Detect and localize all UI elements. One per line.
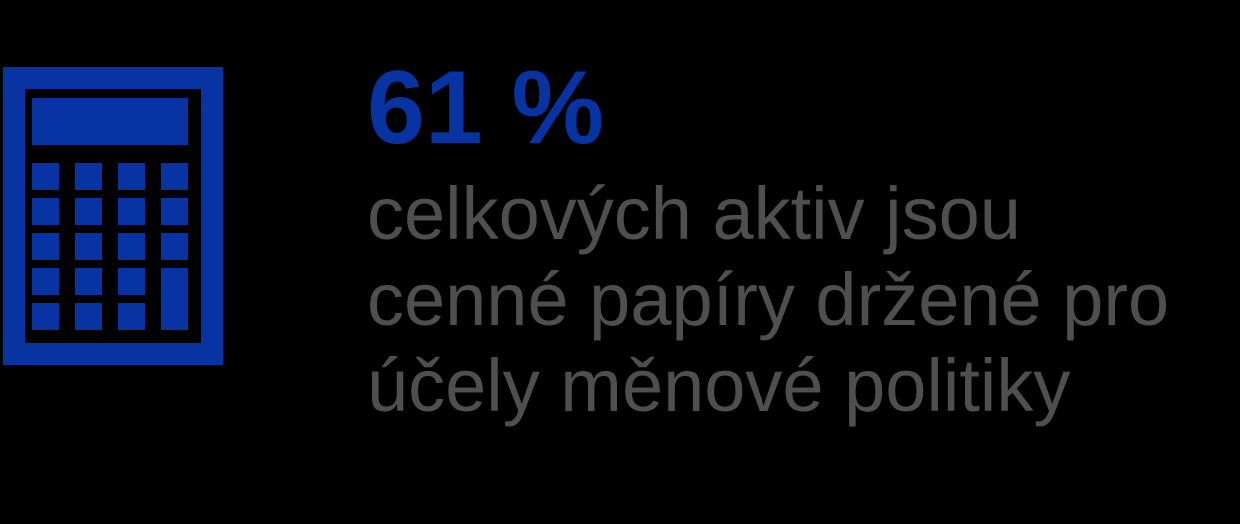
stat-description-line-2: cenné papíry držené pro: [367, 258, 1170, 341]
stat-description: celkových aktiv jsou cenné papíry držené…: [367, 171, 1207, 429]
calculator-icon: [3, 67, 223, 365]
stat-description-line-1: celkových aktiv jsou: [367, 172, 1021, 255]
stat-description-line-3: účely měnové politiky: [367, 344, 1071, 427]
stat-value: 61 %: [367, 50, 605, 166]
